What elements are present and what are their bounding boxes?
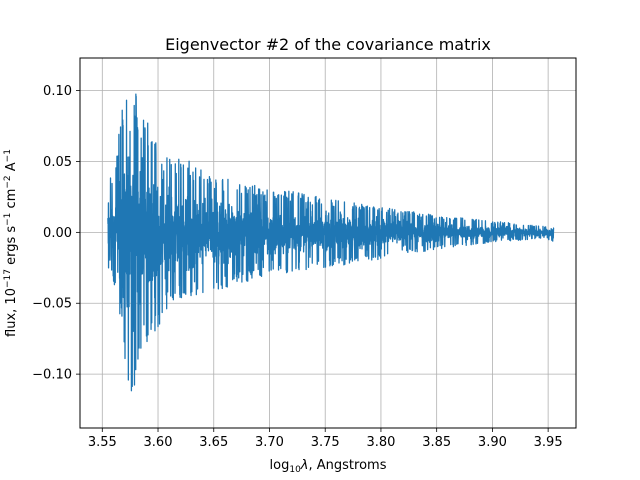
y-tick-label: −0.10	[32, 368, 72, 383]
x-tick-label: 3.65	[199, 435, 228, 450]
y-tick-label: 0.10	[43, 84, 72, 99]
plot-area	[107, 93, 555, 392]
y-axis: 0.10 0.05 0.00 −0.05 −0.10	[32, 84, 80, 383]
x-axis-label-suffix: , Angstroms	[309, 458, 387, 473]
x-axis-label-subscript: 10	[289, 465, 301, 475]
x-axis-label: log10λ, Angstroms	[270, 458, 387, 475]
y-axis-label-sup-1: −17	[3, 269, 13, 288]
x-axis-label-prefix: log	[270, 458, 290, 473]
y-tick-label: −0.05	[32, 297, 72, 312]
axes-frame	[79, 57, 577, 429]
y-axis-label-sup-2: −1	[3, 213, 13, 226]
x-tick-label: 3.90	[478, 435, 507, 450]
x-axis-label-symbol: λ	[300, 458, 309, 473]
y-axis-label-part-4: A	[4, 162, 19, 175]
x-tick-label: 3.75	[311, 435, 340, 450]
x-tick-label: 3.95	[534, 435, 563, 450]
x-tick-label: 3.55	[88, 435, 117, 450]
y-tick-label: 0.05	[43, 155, 72, 170]
y-axis-label: flux, 10−17 ergs s−1 cm−2 A−1	[3, 149, 19, 337]
x-tick-label: 3.60	[144, 435, 173, 450]
chart-title: Eigenvector #2 of the covariance matrix	[165, 35, 491, 54]
spectrum-series-line	[107, 93, 555, 392]
y-axis-label-part-1: flux, 10	[4, 288, 19, 337]
y-axis-label-sup-4: −1	[3, 149, 13, 162]
y-axis-label-part-2: ergs s	[4, 226, 19, 269]
y-axis-label-sup-3: −2	[3, 175, 13, 188]
x-axis: 3.55 3.60 3.65 3.70 3.75 3.80 3.85 3.90 3.95	[88, 428, 563, 450]
x-tick-label: 3.80	[366, 435, 395, 450]
y-axis-label-part-3: cm	[4, 189, 19, 213]
y-tick-label: 0.00	[43, 226, 72, 241]
x-tick-label: 3.85	[422, 435, 451, 450]
x-tick-label: 3.70	[255, 435, 284, 450]
